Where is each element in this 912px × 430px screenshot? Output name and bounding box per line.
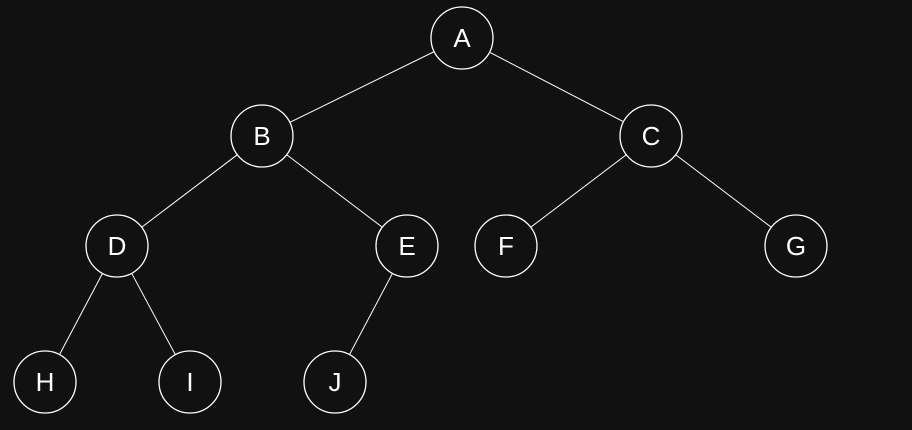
edge-a-c (461, 37, 652, 137)
tree-node-i: I (158, 350, 222, 414)
node-circle (375, 214, 439, 278)
node-circle (13, 350, 77, 414)
tree-node-d: D (85, 214, 149, 278)
node-label: B (253, 121, 270, 151)
tree-node-h: H (13, 350, 77, 414)
tree-node-g: G (764, 214, 828, 278)
tree-node-c: C (619, 104, 683, 168)
node-circle (764, 214, 828, 278)
node-label: J (329, 367, 342, 397)
node-circle (619, 104, 683, 168)
node-circle (303, 350, 367, 414)
node-label: E (398, 231, 415, 261)
node-label: I (186, 367, 193, 397)
node-circle (85, 214, 149, 278)
node-label: F (498, 231, 514, 261)
tree-node-j: J (303, 350, 367, 414)
node-label: D (108, 231, 127, 261)
tree-node-e: E (375, 214, 439, 278)
nodes-layer: A B C D E F G H I J (13, 6, 828, 414)
node-label: H (36, 367, 55, 397)
node-label: C (642, 121, 661, 151)
node-circle (430, 6, 494, 70)
tree-node-f: F (474, 214, 538, 278)
tree-node-b: B (230, 104, 294, 168)
edges-layer (44, 37, 797, 383)
tree-node-a: A (430, 6, 494, 70)
node-label: G (786, 231, 806, 261)
node-label: A (453, 23, 471, 53)
node-circle (158, 350, 222, 414)
edge-a-b (261, 37, 463, 137)
node-circle (474, 214, 538, 278)
node-circle (230, 104, 294, 168)
